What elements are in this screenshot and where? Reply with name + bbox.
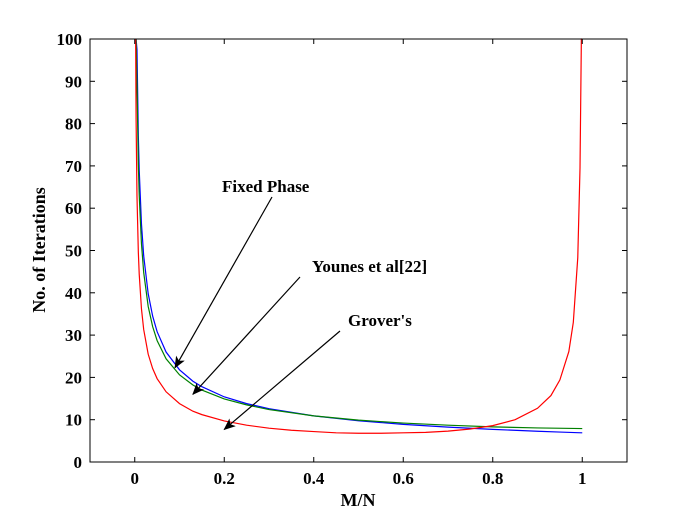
x-tick-label: 0.2 [214,469,235,488]
x-axis-ticks: 0 0.2 0.4 0.6 0.8 1 [131,39,587,488]
annotation-label-grover-s: Grover's [348,311,412,330]
annotation-layer: Fixed Phase Younes et al[22] Grover's [174,177,427,431]
annotation-arrow-fixed-phase [174,196,273,369]
y-tick-label: 80 [65,115,82,134]
x-tick-label: 1 [578,469,587,488]
y-tick-label: 40 [65,284,82,303]
y-tick-label: 20 [65,368,82,387]
y-tick-label: 50 [65,242,82,261]
y-tick-label: 10 [65,411,82,430]
series-line-grover-s [135,38,582,434]
annotation-arrow-grover-s [223,330,341,431]
y-tick-label: 30 [65,326,82,345]
y-tick-label: 100 [57,30,83,49]
y-axis-ticks: 0 10 20 30 40 50 60 70 80 90 100 [57,30,627,472]
x-tick-label: 0.8 [482,469,503,488]
annotation-label-fixed-phase: Fixed Phase [222,177,310,196]
x-tick-label: 0.4 [303,469,325,488]
x-tick-label: 0.6 [393,469,414,488]
y-tick-label: 60 [65,199,82,218]
y-tick-label: 90 [65,72,82,91]
annotation-label-younes-et-al-22: Younes et al[22] [312,257,427,276]
y-tick-label: 0 [74,453,83,472]
x-tick-label: 0 [131,469,140,488]
y-axis-label: No. of Iterations [29,187,49,312]
y-tick-label: 70 [65,157,82,176]
x-axis-label: M/N [341,490,376,510]
annotation-arrow-younes-et-al-22 [192,276,301,396]
